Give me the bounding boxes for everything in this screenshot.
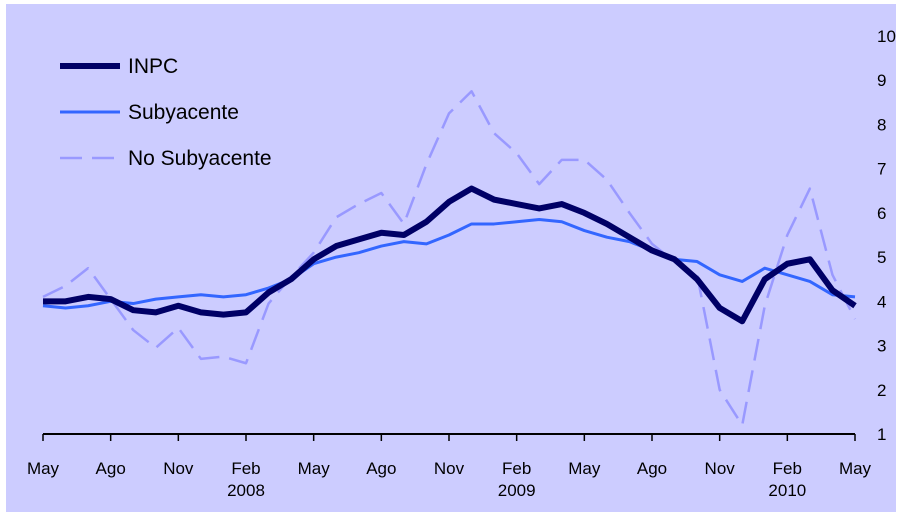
legend-label: No Subyacente [128, 147, 272, 170]
x-tick-label: Ago [366, 459, 396, 478]
y-tick-label: 4 [877, 292, 886, 311]
y-tick-label: 1 [877, 425, 886, 444]
y-tick-label: 7 [877, 160, 886, 179]
plot-background [6, 4, 896, 512]
x-tick-label: Feb 2008 [227, 459, 265, 500]
x-tick-label: Nov [434, 459, 465, 478]
legend-label: INPC [128, 55, 178, 78]
y-tick-label: 9 [877, 71, 886, 90]
y-tick-label: 10 [877, 27, 896, 46]
x-tick-label: May [568, 459, 601, 478]
series-line [42, 90, 857, 427]
series-line [43, 185, 857, 325]
x-tick-label: Ago [637, 459, 667, 478]
x-tick-label: May [27, 459, 60, 478]
series-line [42, 218, 856, 310]
y-tick-label: 3 [877, 337, 886, 356]
x-tick-label: Feb 2009 [498, 459, 536, 500]
x-tick-label: Feb 2010 [768, 459, 806, 500]
x-tick-label: Ago [96, 459, 126, 478]
y-tick-label: 8 [877, 115, 886, 134]
x-tick-label: Nov [163, 459, 194, 478]
x-tick-label: May [298, 459, 331, 478]
y-tick-label: 6 [877, 204, 886, 223]
y-tick-label: 5 [877, 248, 886, 267]
x-tick-label: Nov [705, 459, 736, 478]
y-tick-label: 2 [877, 381, 886, 400]
x-tick-label: May [839, 459, 872, 478]
legend-label: Subyacente [128, 101, 239, 124]
